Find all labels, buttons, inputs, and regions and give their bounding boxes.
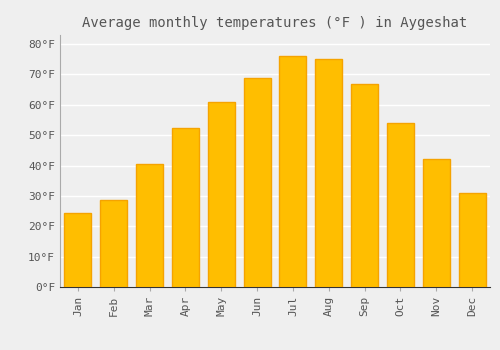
Bar: [458, 193, 485, 287]
Title: Average monthly temperatures (°F ) in Aygeshat: Average monthly temperatures (°F ) in Ay…: [82, 16, 468, 30]
Bar: [351, 84, 378, 287]
Bar: [316, 59, 342, 287]
Bar: [172, 128, 199, 287]
Bar: [100, 201, 127, 287]
Bar: [64, 212, 92, 287]
Bar: [280, 56, 306, 287]
Bar: [387, 123, 414, 287]
Bar: [423, 160, 450, 287]
Bar: [136, 164, 163, 287]
Bar: [244, 77, 270, 287]
Bar: [208, 102, 234, 287]
